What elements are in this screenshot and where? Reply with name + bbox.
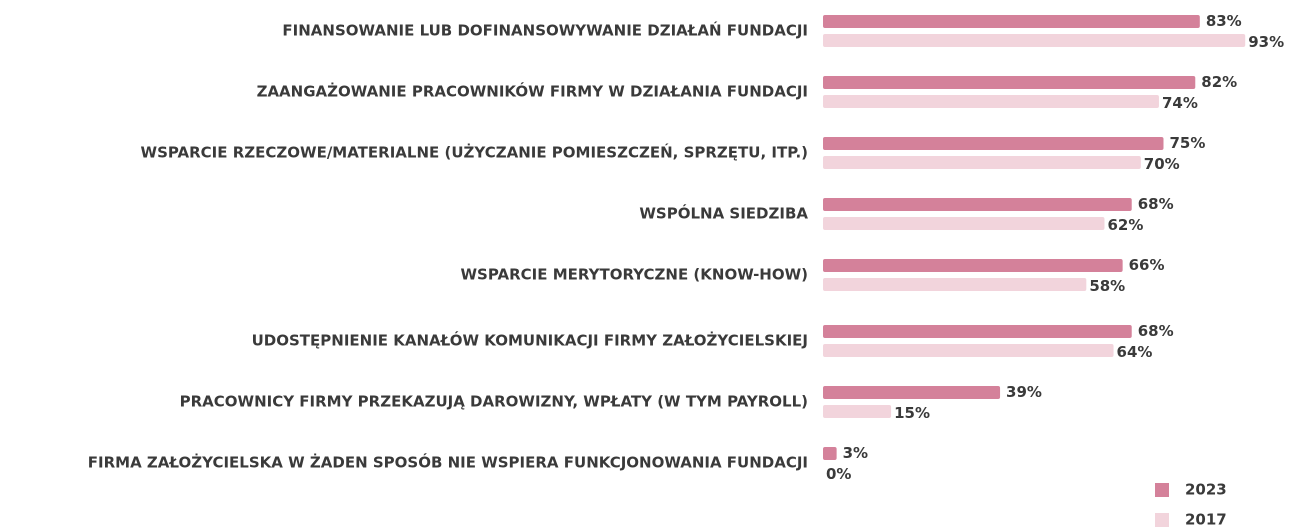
legend-swatch xyxy=(1155,513,1169,527)
value-label: 83% xyxy=(1206,12,1242,30)
category-label: FINANSOWANIE LUB DOFINANSOWYWANIE DZIAŁA… xyxy=(282,21,808,40)
value-label: 82% xyxy=(1201,73,1237,91)
value-label: 0% xyxy=(826,465,851,483)
bar xyxy=(823,95,1159,108)
bar xyxy=(823,386,1001,399)
value-label: 68% xyxy=(1138,322,1174,340)
value-label: 74% xyxy=(1162,94,1198,112)
value-label: 39% xyxy=(1006,383,1042,401)
legend-label: 2023 xyxy=(1185,481,1227,499)
category-label: WSPARCIE MERYTORYCZNE (KNOW-HOW) xyxy=(461,266,808,284)
bar xyxy=(823,278,1087,291)
bar xyxy=(823,137,1164,150)
category-label: ZAANGAŻOWANIE PRACOWNIKÓW FIRMY W DZIAŁA… xyxy=(257,82,808,101)
bar xyxy=(823,405,892,418)
value-label: 93% xyxy=(1248,33,1284,51)
bar xyxy=(823,447,837,460)
value-label: 3% xyxy=(843,444,868,462)
value-label: 62% xyxy=(1107,216,1143,234)
bar xyxy=(823,325,1132,338)
value-label: 68% xyxy=(1138,195,1174,213)
value-label: 58% xyxy=(1089,277,1125,295)
value-label: 15% xyxy=(894,404,930,422)
category-label: UDOSTĘPNIENIE KANAŁÓW KOMUNIKACJI FIRMY … xyxy=(252,331,808,350)
value-label: 75% xyxy=(1170,134,1206,152)
bar xyxy=(823,34,1246,47)
bar xyxy=(823,156,1141,169)
bar xyxy=(823,198,1132,211)
legend-label: 2017 xyxy=(1185,511,1227,529)
bar xyxy=(823,344,1114,357)
bar xyxy=(823,76,1196,89)
bar xyxy=(823,15,1200,28)
value-label: 64% xyxy=(1117,343,1153,361)
value-label: 66% xyxy=(1129,256,1165,274)
legend-swatch xyxy=(1155,483,1169,497)
category-label: WSPARCIE RZECZOWE/MATERIALNE (UŻYCZANIE … xyxy=(141,143,808,162)
category-label: PRACOWNICY FIRMY PRZEKAZUJĄ DAROWIZNY, W… xyxy=(180,393,808,411)
category-label: WSPÓLNA SIEDZIBA xyxy=(639,204,808,223)
value-label: 70% xyxy=(1144,155,1180,173)
bar xyxy=(823,259,1123,272)
category-label: FIRMA ZAŁOŻYCIELSKA W ŻADEN SPOSÓB NIE W… xyxy=(88,453,808,472)
bar xyxy=(823,217,1105,230)
